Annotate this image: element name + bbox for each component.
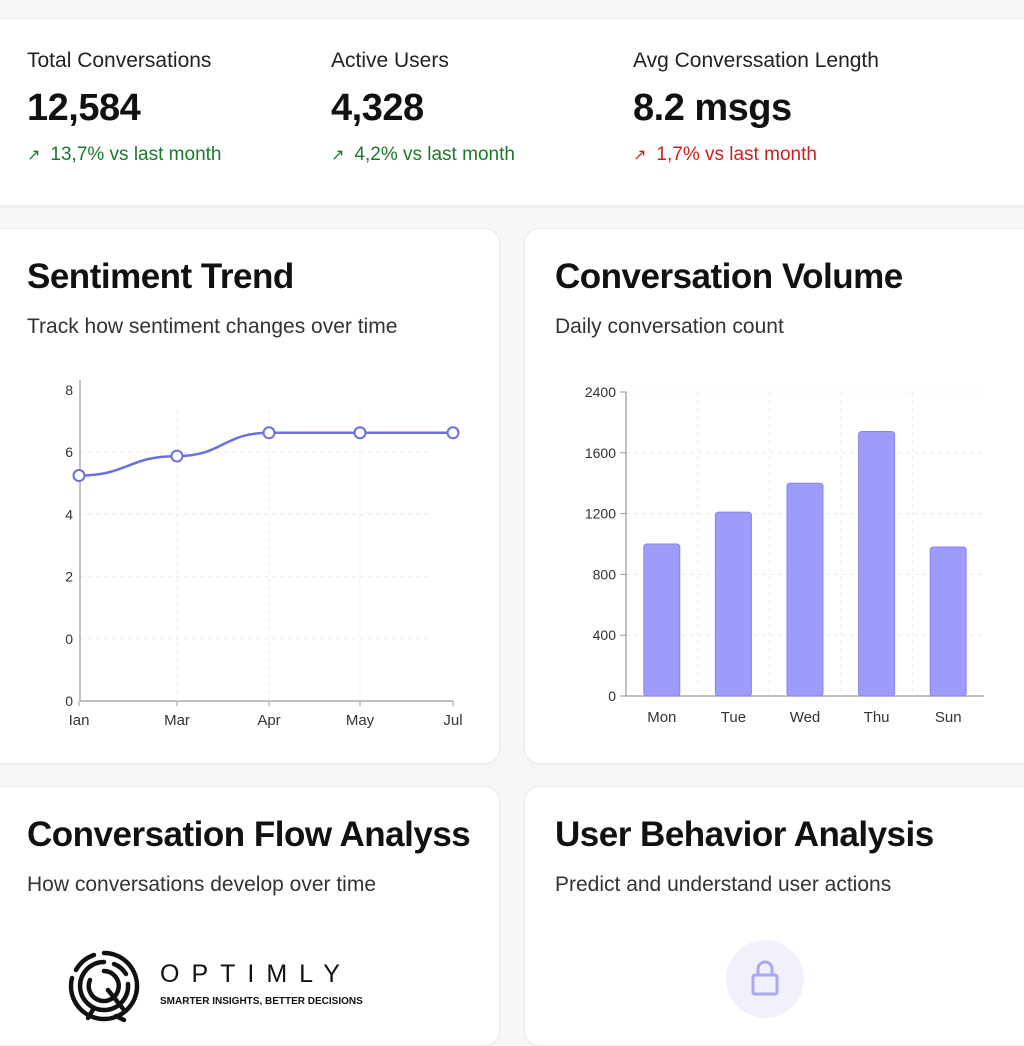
y-tick-label: 4 [65,506,73,522]
y-tick-label: 2 [65,569,73,585]
stat-label: Total Conversations [27,49,212,72]
arrow-up-right-icon: ↗ [27,147,41,164]
bar [714,511,752,697]
stat-value: 8.2 msgs [633,87,792,129]
x-tick-label: Wed [790,709,821,726]
card-subtitle: Track how sentiment changes over time [27,315,398,338]
y-tick-label: 6 [65,444,73,460]
stat-value: 4,328 [331,87,424,129]
conversation-volume-bar-chart: 2400 1600 1200 800 400 0 Mon Tue Wed Thu Sun [585,384,984,726]
sentiment-line [78,431,453,477]
card-title: Conversation Volume [555,257,903,296]
y-tick-label: 0 [608,688,616,704]
y-tick-label: 8 [65,382,73,398]
sentiment-trend-card: Sentiment Trend Track how sentiment chan… [0,228,500,764]
data-point [353,426,367,440]
stats-card: Total Conversations 12,584 ↗ 13,7% vs las… [0,18,1024,206]
stat-change: ↗ 4,2% vs last month [331,144,515,166]
stat-change-text: 13,7% vs last month [50,144,222,165]
x-tick-label: May [346,712,375,729]
stat-active-users: Active Users 4,328 ↗ 4,2% vs last month [331,49,515,166]
conversation-flow-card: Conversation Flow Analyss How conversati… [0,786,500,1046]
x-tick-label: Mar [164,712,190,729]
bar [643,543,681,697]
card-title: Sentiment Trend [27,257,294,296]
y-tick-label: 800 [593,566,617,582]
bar [786,482,824,697]
y-tick-label: 2400 [585,384,616,400]
data-point [72,469,86,483]
x-tick-label: Thu [864,709,890,726]
bar [858,431,896,697]
x-tick-label: Apr [257,712,280,729]
optimly-logo: OPTIMLY SMARTER INSIGHTS, BETTER DECISIO… [64,948,364,1024]
lock-badge [726,940,804,1018]
stat-label: Avg Converssation Length [633,49,879,72]
lock-icon [751,960,779,996]
stat-total-conversations: Total Conversations 12,584 ↗ 13,7% vs las… [27,49,222,166]
card-subtitle: Daily conversation count [555,315,784,338]
sentiment-line-chart: 8 6 4 2 0 0 Ian Mar Apr May Jul [65,380,463,729]
y-tick-label: 400 [593,627,617,643]
logo-tagline: SMARTER INSIGHTS, BETTER DECISIONS [160,996,363,1007]
x-tick-label: Tue [721,709,746,726]
y-tick-label: 1600 [585,445,616,461]
stat-change: ↗ 1,7% vs last month [633,144,879,166]
x-tick-label: Jul [443,712,462,729]
stat-change-text: 4,2% vs last month [354,144,515,165]
card-subtitle: How conversations develop over time [27,873,377,896]
arrow-up-right-icon: ↗ [633,147,647,164]
card-title: User Behavior Analysis [555,815,934,854]
stat-label: Active Users [331,49,449,72]
x-tick-label: Sun [935,709,962,726]
x-tick-label: Ian [69,712,90,729]
logo-mark-icon [68,950,140,1023]
y-tick-label: 1200 [585,506,616,522]
data-point [446,426,460,440]
stat-avg-length: Avg Converssation Length 8.2 msgs ↗ 1,7% … [633,49,879,166]
bar [929,546,967,697]
logo-wordmark: OPTIMLY [160,960,352,988]
data-point [170,449,184,463]
y-tick-label: 0 [65,693,73,709]
card-subtitle: Predict and understand user actions [555,873,892,896]
x-tick-label: Mon [647,709,676,726]
stat-change: ↗ 13,7% vs last month [27,144,222,166]
y-tick-label: 0 [65,631,73,647]
stat-change-text: 1,7% vs last month [656,144,817,165]
data-point [262,426,276,440]
stat-value: 12,584 [27,87,141,129]
arrow-up-right-icon: ↗ [331,147,345,164]
card-title: Conversation Flow Analyss [27,815,471,854]
